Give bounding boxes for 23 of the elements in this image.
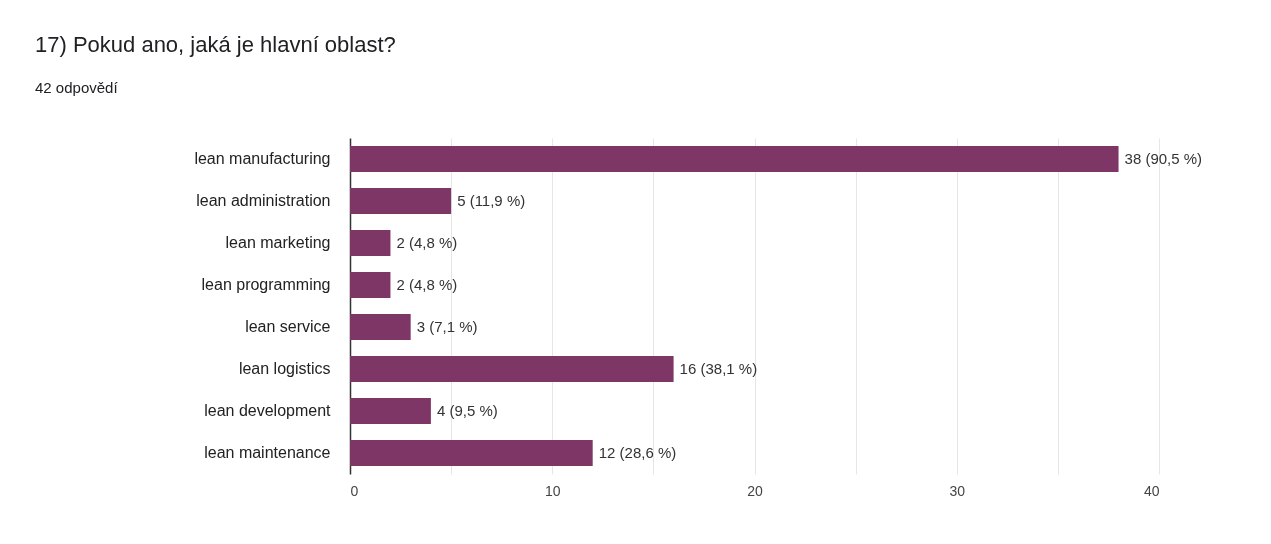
text: 42 odpovědí <box>35 79 118 96</box>
y-tick-label: lean maintenance <box>204 444 331 461</box>
data-label: 2 (4,8 %) <box>396 276 458 293</box>
data-label: 16 (38,1 %) <box>679 360 758 377</box>
y-tick-label: lean manufacturing <box>194 150 331 167</box>
x-tick-label: 40 <box>1143 482 1160 499</box>
data-label: 4 (9,5 %) <box>436 402 498 419</box>
y-tick-label: lean administration <box>196 192 331 209</box>
y-tick-label: lean programming <box>201 276 331 293</box>
data-label: 2 (4,8 %) <box>396 234 458 251</box>
data-label: 38 (90,5 %) <box>1124 150 1203 167</box>
x-tick-label: 0 <box>350 482 359 499</box>
x-tick-label: 20 <box>747 482 763 499</box>
y-tick-label: lean marketing <box>225 234 331 251</box>
y-tick-label: lean service <box>245 318 331 335</box>
data-label: 5 (11,9 %) <box>457 192 526 209</box>
x-tick-label: 30 <box>949 482 966 499</box>
data-label: 12 (28,6 %) <box>598 444 677 461</box>
y-tick-label: lean development <box>204 402 332 419</box>
chart-title: 17) Pokud ano, jaká je hlavní oblast? <box>35 32 396 58</box>
x-tick-label: 10 <box>544 482 561 499</box>
data-label: 3 (7,1 %) <box>416 318 478 335</box>
y-tick-label: lean logistics <box>238 360 331 377</box>
